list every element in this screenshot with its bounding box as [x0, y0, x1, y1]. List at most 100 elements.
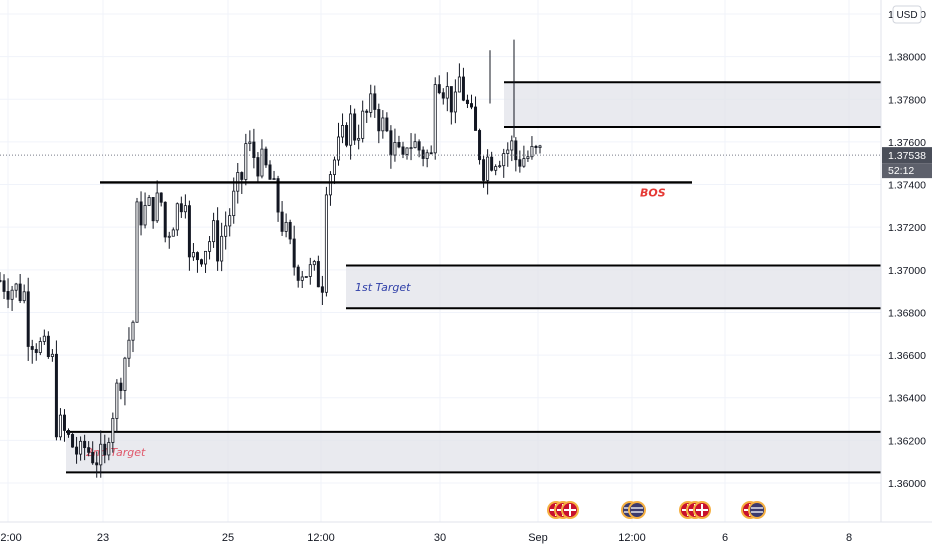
candle-body [248, 141, 252, 144]
candle-body [38, 341, 42, 353]
candle-body [252, 141, 256, 158]
candle-body [260, 148, 264, 177]
candle-body [276, 178, 280, 213]
zone-box[interactable] [504, 82, 881, 127]
candle-body [91, 451, 95, 464]
candle-body [445, 86, 449, 99]
candle-body [526, 156, 530, 159]
countdown-box [882, 163, 932, 179]
candle-body [6, 291, 10, 300]
candle-body [272, 178, 276, 181]
candle-body [453, 91, 457, 113]
candle-body [425, 152, 429, 159]
candle-body [244, 143, 248, 180]
candle-body [187, 205, 191, 258]
supply-demand-zones[interactable]: 1st Target 2nd Target [66, 81, 881, 474]
candle-body [268, 164, 272, 180]
candle-body [115, 382, 119, 419]
time-tick-label: 8 [846, 532, 852, 544]
price-axis[interactable]: 1.36000 1.36200 1.36400 1.36600 1.36800 1.370… [888, 9, 926, 490]
candle-body [502, 153, 506, 167]
event-marker[interactable] [621, 501, 646, 519]
candle-body [465, 99, 469, 104]
candle-body [308, 264, 312, 277]
candle-body [341, 125, 345, 138]
price-tick-label: 1.37000 [888, 265, 926, 277]
candle-body [0, 280, 2, 282]
event-marker[interactable] [741, 501, 766, 519]
event-marker[interactable] [679, 501, 711, 519]
candle-body [337, 136, 341, 161]
time-tick-label: 30 [434, 532, 446, 544]
countdown-value: 52:12 [888, 165, 914, 177]
candle-body [54, 353, 58, 438]
candle-body [441, 92, 445, 99]
candle-body [522, 158, 526, 167]
candle-body [469, 103, 473, 108]
candle-body [433, 84, 437, 154]
candle-body [195, 252, 199, 261]
candle-body [345, 125, 349, 146]
candle-body [292, 238, 296, 268]
candle-body [18, 283, 22, 302]
price-tick-label: 1.37400 [888, 180, 926, 192]
time-axis[interactable]: 12:00 23 25 12:00 30 Sep 12:00 6 8 [0, 532, 852, 544]
price-tick-label: 1.36800 [888, 307, 926, 319]
candle-body [284, 221, 288, 232]
candle-body [103, 443, 107, 456]
candle-body [300, 276, 304, 281]
time-tick-label: 23 [97, 532, 109, 544]
candle-body [429, 152, 433, 155]
event-marker[interactable] [547, 501, 579, 519]
candle-body [10, 289, 14, 300]
candle-body [530, 146, 534, 158]
candle-body [99, 443, 103, 466]
bos-label: BOS [640, 186, 666, 199]
price-tick-label: 1.36600 [888, 350, 926, 362]
candle-body [191, 252, 195, 258]
candle-body [377, 109, 381, 132]
candle-body [296, 266, 300, 281]
candle-body [449, 86, 453, 113]
candle-body [490, 156, 494, 171]
candles [0, 39, 542, 478]
candle-body [111, 418, 115, 443]
candle-body [498, 165, 502, 168]
candle-body [95, 462, 99, 466]
candle-body [139, 201, 143, 226]
break-of-structure[interactable]: BOS [0, 154, 881, 199]
candle-body [228, 215, 232, 227]
currency-button-box[interactable] [892, 5, 922, 24]
price-tag-value: 1.37538 [888, 150, 926, 162]
zone-box[interactable] [346, 265, 881, 309]
price-tick-label: 1.36200 [888, 435, 926, 447]
candle-body [2, 280, 6, 292]
candle-body [365, 110, 369, 113]
time-tick-label: Sep [528, 532, 548, 544]
candle-body [357, 137, 361, 141]
candle-body [389, 130, 393, 156]
candle-body [478, 130, 482, 161]
candle-body [373, 93, 377, 110]
candle-body [361, 110, 365, 139]
candle-body [179, 203, 183, 213]
candle-body [127, 339, 131, 359]
candle-body [316, 261, 320, 288]
candle-body [494, 166, 498, 171]
candle-body [58, 414, 62, 438]
candle-body [171, 229, 175, 237]
candle-body [71, 434, 75, 448]
price-tick-label: 1.37200 [888, 222, 926, 234]
economic-events[interactable] [547, 501, 766, 519]
candle-body [216, 220, 220, 262]
candle-body [324, 194, 328, 293]
candle-body [538, 145, 542, 148]
candle-body [421, 149, 425, 159]
us-flag-icon [750, 503, 764, 517]
candle-body [175, 203, 179, 231]
currency-button[interactable]: USD [892, 5, 922, 24]
us-flag-icon [630, 503, 644, 517]
zone-box[interactable] [66, 431, 881, 473]
candle-body [14, 283, 18, 291]
